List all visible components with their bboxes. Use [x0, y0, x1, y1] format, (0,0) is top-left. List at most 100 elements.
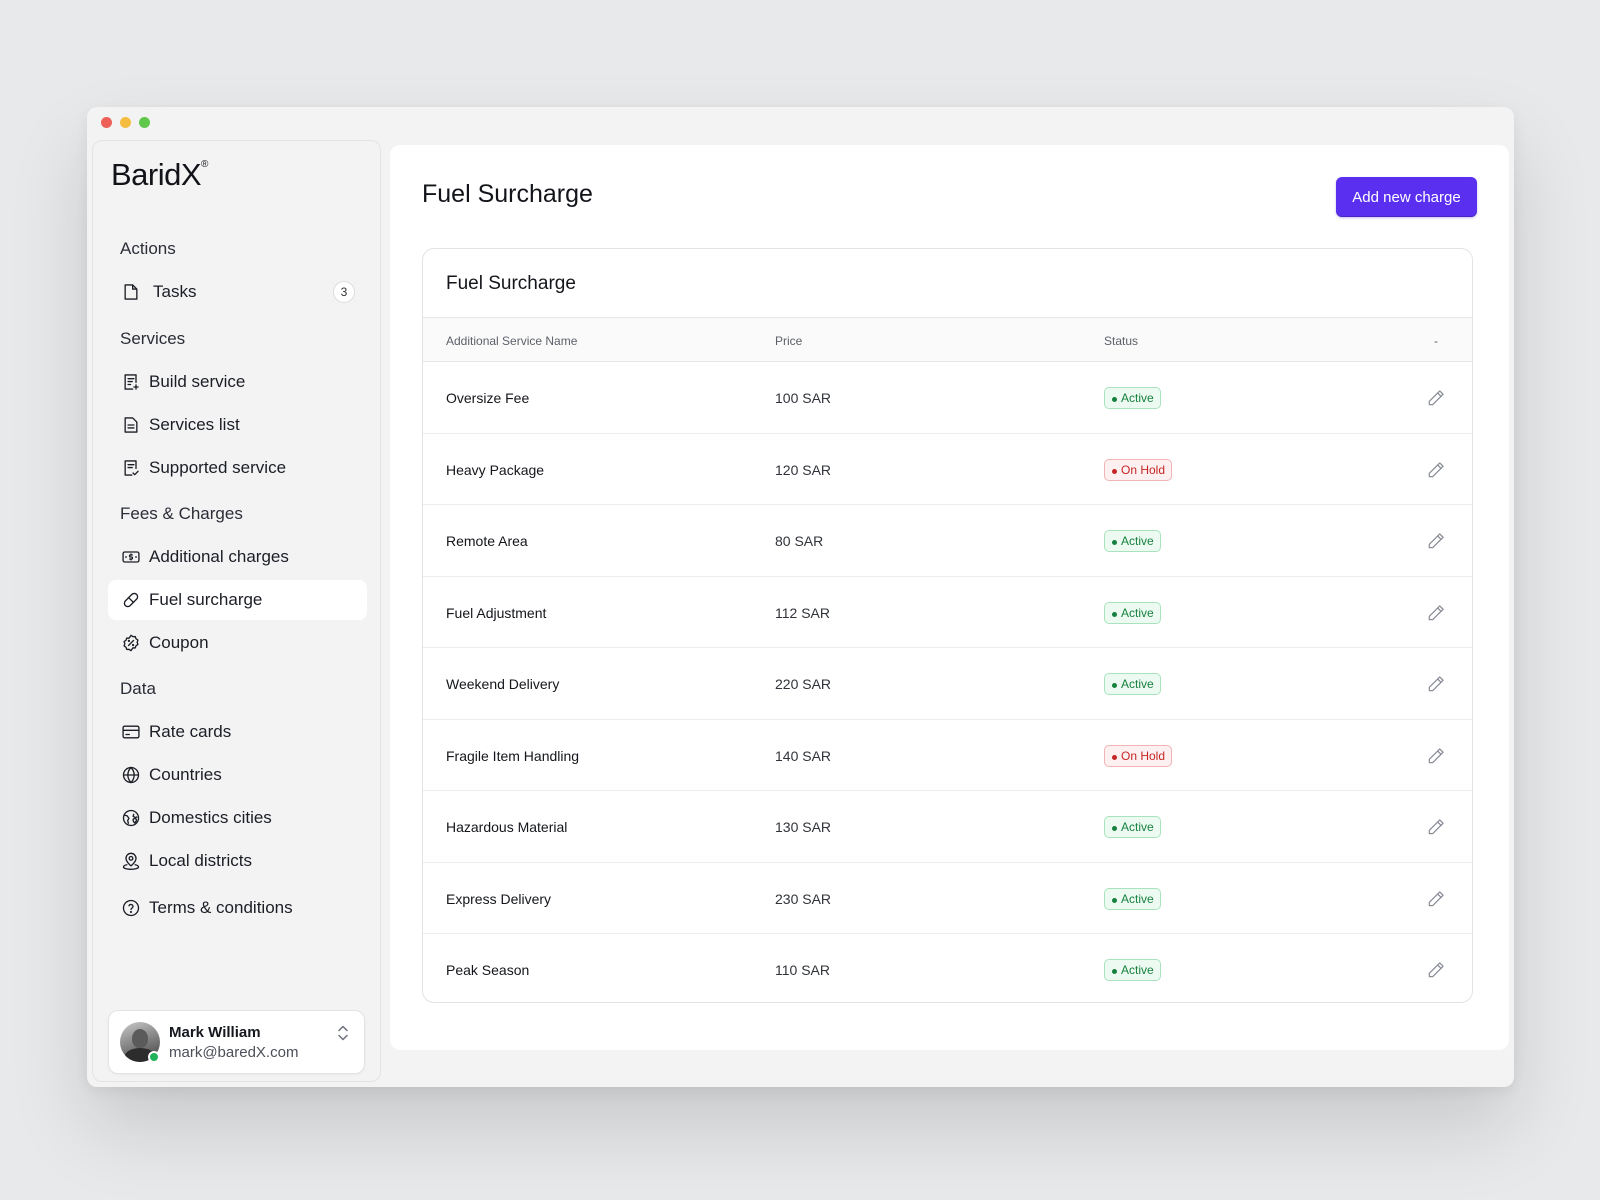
table-header: Additional Service Name Price Status - — [423, 317, 1472, 362]
main-content: Fuel Surcharge Add new charge Fuel Surch… — [390, 145, 1509, 1050]
price-cell: 112 SAR — [775, 604, 830, 621]
service-name-cell: Peak Season — [446, 962, 530, 978]
edit-pencil-icon[interactable] — [1426, 817, 1446, 837]
table-row[interactable]: Fuel Adjustment 112 SAR Active — [423, 577, 1472, 648]
table-row[interactable]: Heavy Package 120 SAR On Hold — [423, 434, 1472, 505]
sidebar-item-domestics-cities[interactable]: Domestics cities — [108, 798, 367, 838]
sidebar-item-tasks[interactable]: Tasks 3 — [108, 272, 367, 312]
page-title: Fuel Surcharge — [422, 180, 593, 208]
status-badge: Active — [1104, 959, 1161, 981]
card-title: Fuel Surcharge — [446, 273, 576, 294]
sidebar-item-build-service[interactable]: Build service — [108, 362, 367, 402]
user-pin-icon — [121, 851, 141, 871]
sidebar-item-label: Countries — [149, 765, 222, 784]
price-cell: 140 SAR — [775, 747, 832, 764]
status-badge: Active — [1104, 673, 1161, 695]
user-name: Mark William — [169, 1024, 261, 1041]
online-status-indicator — [148, 1051, 160, 1063]
globe-icon — [121, 765, 141, 785]
section-actions: Actions — [120, 239, 176, 258]
logo-text: BaridX — [111, 157, 202, 192]
app-logo[interactable]: BaridX® — [111, 157, 208, 193]
service-name-cell: Fuel Adjustment — [446, 604, 547, 621]
table-row[interactable]: Oversize Fee 100 SAR Active — [423, 362, 1472, 434]
sidebar-item-fuel-surcharge[interactable]: Fuel surcharge — [108, 580, 367, 620]
column-header-service-name[interactable]: Additional Service Name — [446, 334, 578, 348]
price-cell: 230 SAR — [775, 890, 832, 907]
price-cell: 80 SAR — [775, 533, 824, 549]
window-controls — [101, 117, 150, 128]
user-email: mark@baredX.com — [169, 1044, 299, 1061]
table-row[interactable]: Remote Area 80 SAR Active — [423, 505, 1472, 577]
card-icon — [121, 722, 141, 742]
sidebar-item-terms-conditions[interactable]: Terms & conditions — [108, 888, 367, 928]
table-row[interactable]: Peak Season 110 SAR Active — [423, 934, 1472, 1002]
sidebar-item-label: Additional charges — [149, 547, 289, 566]
section-services: Services — [120, 329, 186, 348]
service-name-cell: Remote Area — [446, 533, 528, 549]
discount-badge-icon — [121, 633, 141, 653]
edit-pencil-icon[interactable] — [1426, 674, 1446, 694]
price-cell: 130 SAR — [775, 819, 832, 835]
sidebar-item-label: Domestics cities — [149, 808, 272, 827]
column-header-actions: - — [1434, 334, 1438, 348]
sidebar-item-coupon[interactable]: Coupon — [108, 623, 367, 663]
receipt-add-icon — [121, 372, 141, 392]
edit-pencil-icon[interactable] — [1426, 960, 1446, 980]
sidebar-item-countries[interactable]: Countries — [108, 755, 367, 795]
chevron-up-down-icon — [338, 1025, 348, 1041]
service-name-cell: Oversize Fee — [446, 390, 530, 406]
fuel-surcharge-table-card: Fuel Surcharge Additional Service Name P… — [422, 248, 1473, 1003]
column-header-status[interactable]: Status — [1104, 334, 1139, 348]
column-header-price[interactable]: Price — [775, 334, 803, 348]
file-icon — [121, 282, 141, 302]
sidebar-item-label: Tasks — [153, 282, 197, 301]
help-circle-icon — [121, 898, 141, 918]
section-fees-charges: Fees & Charges — [120, 504, 243, 523]
minimize-window-button[interactable] — [120, 117, 131, 128]
edit-pencil-icon[interactable] — [1426, 460, 1446, 480]
sidebar-item-label: Build service — [149, 372, 246, 391]
sidebar-item-label: Services list — [149, 415, 240, 434]
status-badge: Active — [1104, 601, 1161, 624]
service-name-cell: Fragile Item Handling — [446, 747, 580, 764]
sidebar-item-additional-charges[interactable]: Additional charges — [108, 537, 367, 577]
table-row[interactable]: Fragile Item Handling 140 SAR On Hold — [423, 720, 1472, 791]
price-cell: 120 SAR — [775, 461, 832, 478]
sidebar-item-local-districts[interactable]: Local districts — [108, 841, 367, 881]
logo-mark: ® — [201, 159, 208, 170]
money-icon — [121, 547, 141, 567]
document-icon — [121, 415, 141, 435]
edit-pencil-icon[interactable] — [1426, 889, 1446, 909]
globe-pin-icon — [121, 808, 141, 828]
sidebar-item-rate-cards[interactable]: Rate cards — [108, 712, 367, 752]
price-cell: 220 SAR — [775, 676, 832, 692]
app-window: BaridX® Actions Tasks 3 Services Build s… — [87, 107, 1514, 1087]
add-new-charge-button[interactable]: Add new charge — [1336, 177, 1477, 217]
status-badge: On Hold — [1104, 458, 1173, 481]
sidebar-item-label: Rate cards — [149, 722, 232, 741]
section-data: Data — [120, 679, 156, 698]
service-name-cell: Hazardous Material — [446, 819, 568, 835]
table-row[interactable]: Express Delivery 230 SAR Active — [423, 863, 1472, 934]
table-row[interactable]: Hazardous Material 130 SAR Active — [423, 791, 1472, 863]
edit-pencil-icon[interactable] — [1426, 746, 1446, 766]
sidebar-item-supported-service[interactable]: Supported service — [108, 448, 367, 488]
user-account-switcher[interactable]: Mark William mark@baredX.com — [108, 1010, 365, 1074]
receipt-check-icon — [121, 458, 141, 478]
status-badge: Active — [1104, 387, 1161, 409]
edit-pencil-icon[interactable] — [1426, 388, 1446, 408]
table-row[interactable]: Weekend Delivery 220 SAR Active — [423, 648, 1472, 720]
service-name-cell: Weekend Delivery — [446, 676, 560, 692]
sidebar-item-services-list[interactable]: Services list — [108, 405, 367, 445]
edit-pencil-icon[interactable] — [1426, 531, 1446, 551]
sidebar-item-label: Coupon — [149, 633, 209, 652]
close-window-button[interactable] — [101, 117, 112, 128]
tasks-count-badge: 3 — [333, 281, 355, 303]
edit-pencil-icon[interactable] — [1426, 603, 1446, 623]
maximize-window-button[interactable] — [139, 117, 150, 128]
price-cell: 110 SAR — [775, 962, 830, 978]
service-name-cell: Heavy Package — [446, 461, 545, 478]
status-badge: Active — [1104, 816, 1161, 838]
sidebar-item-label: Fuel surcharge — [149, 590, 263, 609]
